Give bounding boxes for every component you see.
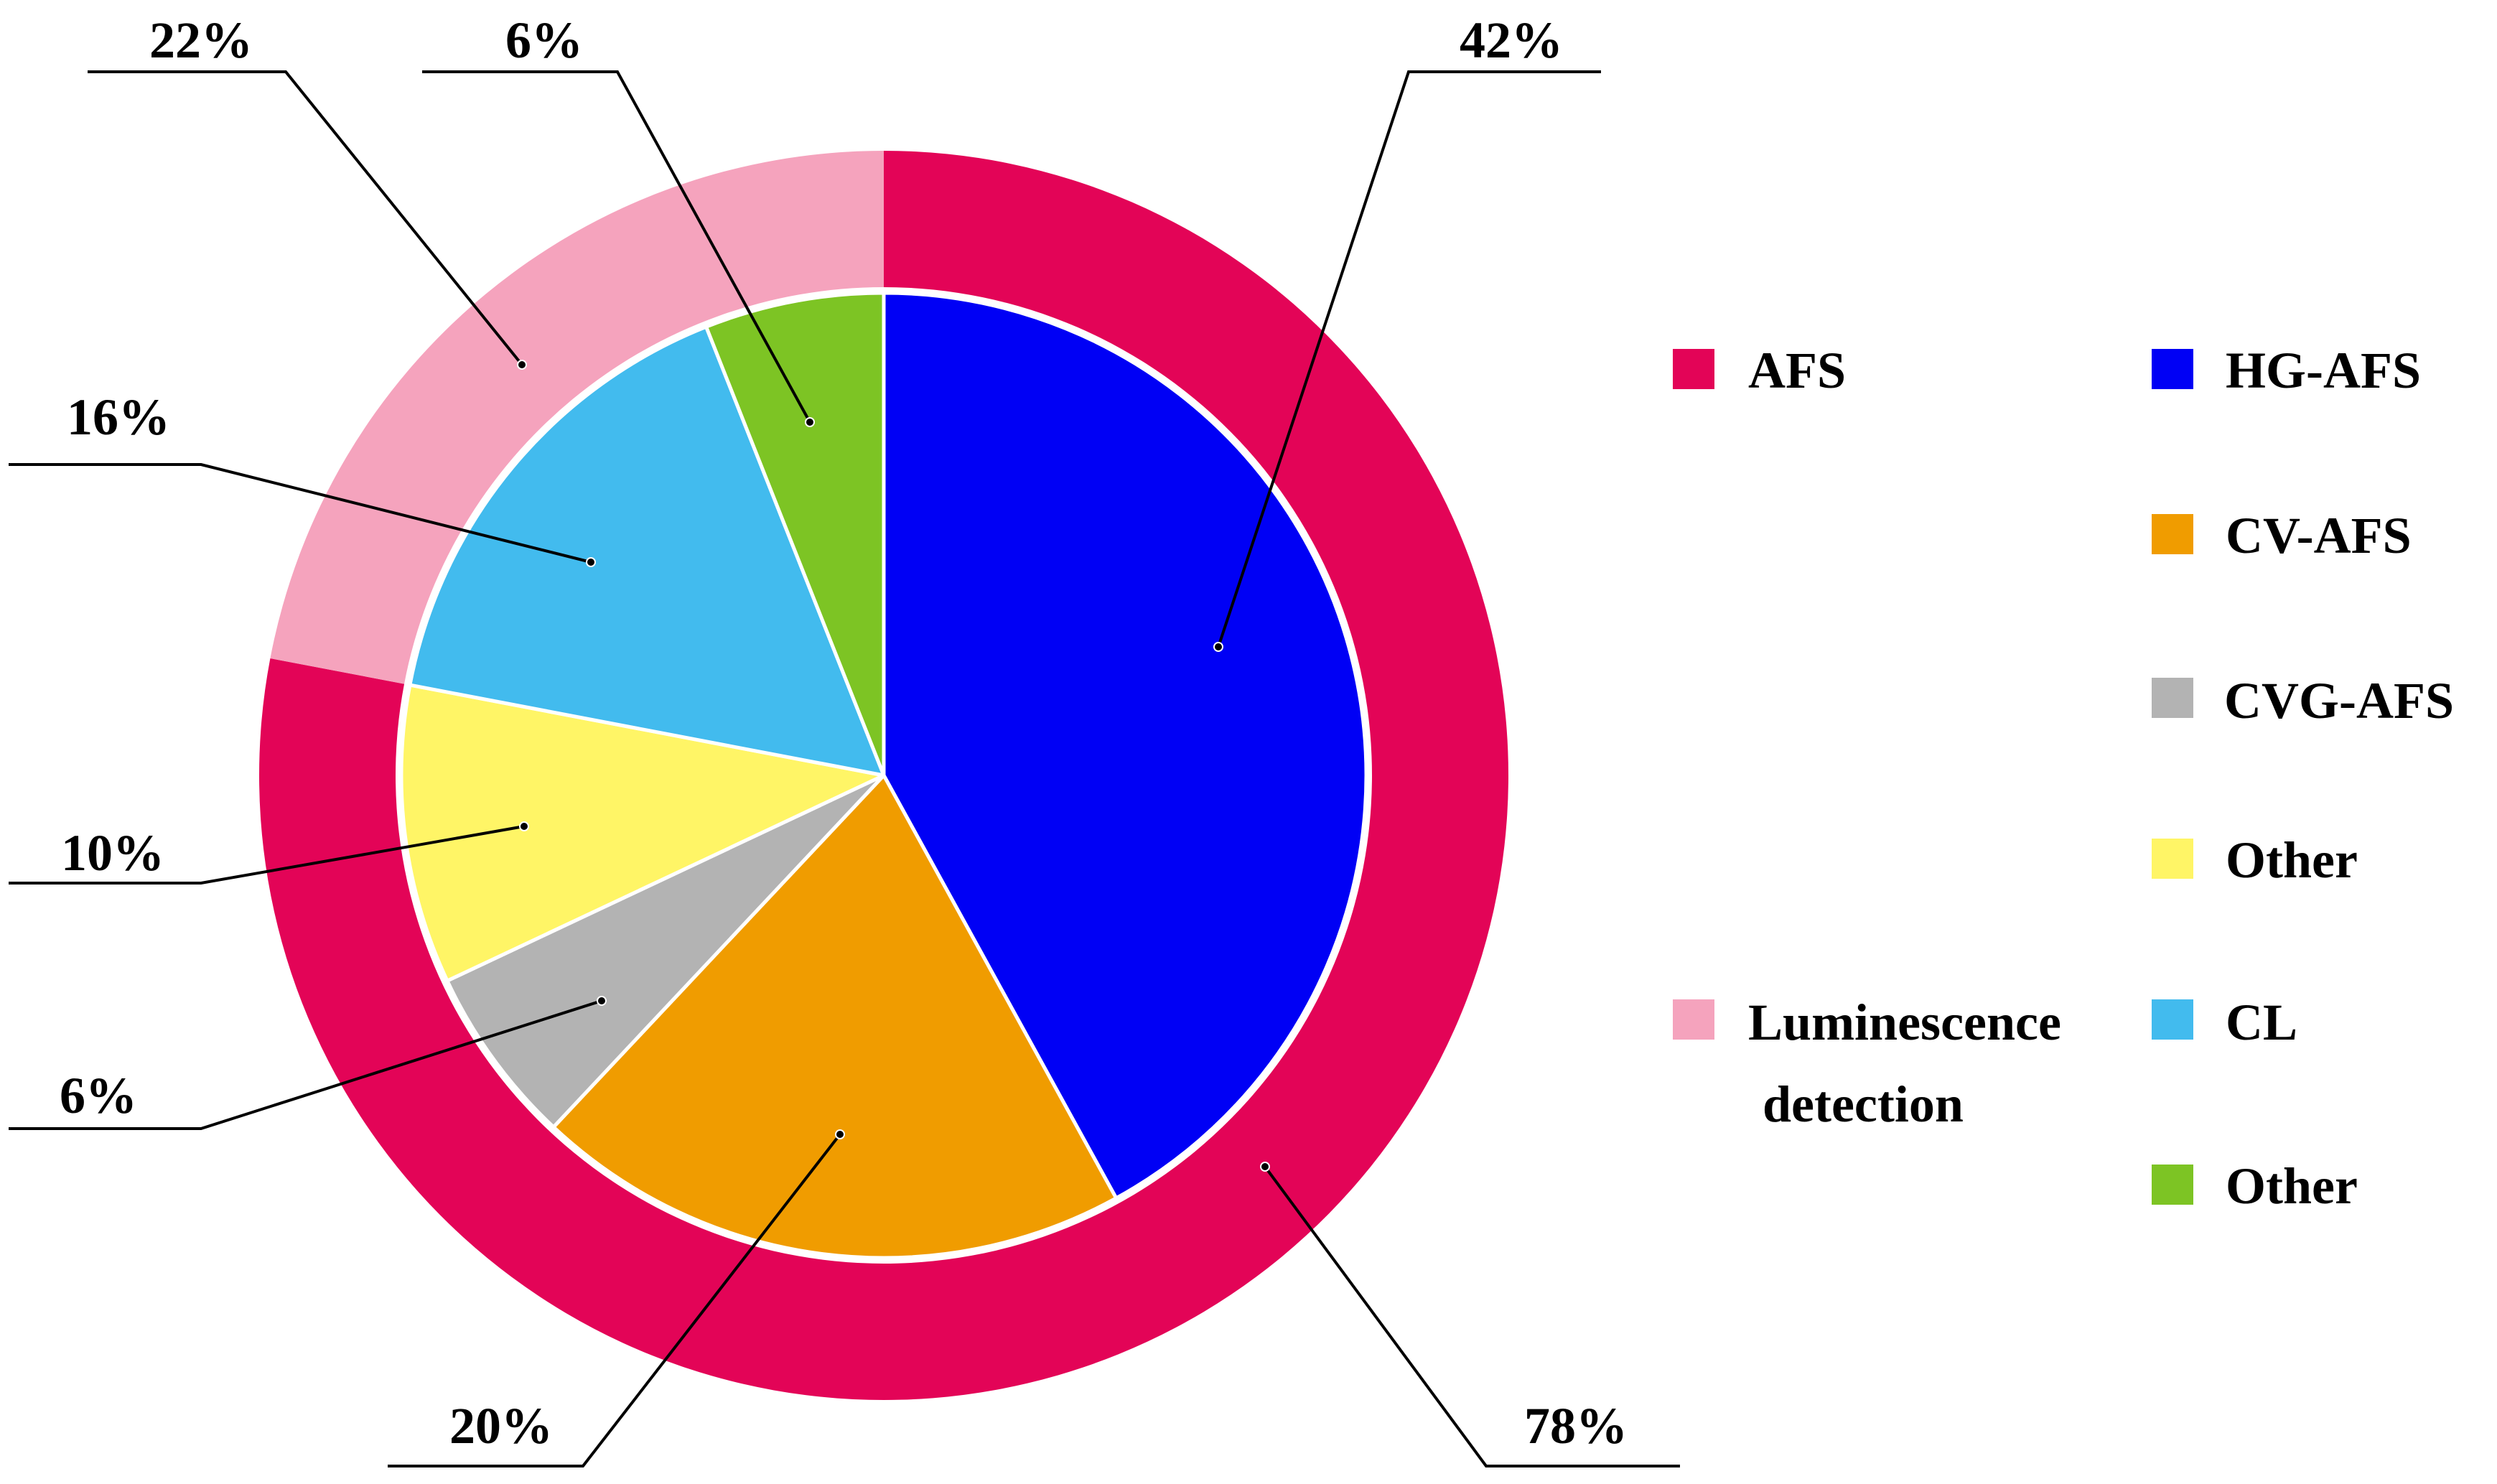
legend-swatch-luminescence bbox=[1673, 999, 1714, 1040]
value-label-inner-3-other: 10% bbox=[61, 824, 164, 882]
leader-line-outer-0-afs bbox=[1264, 1165, 1680, 1467]
leader-dot-outer-1-luminescence-detection bbox=[517, 360, 527, 370]
leader-dot-inner-4-cl bbox=[586, 557, 596, 567]
inner-slice-3-other bbox=[399, 683, 886, 983]
leader-dot-inner-0-hg-afs bbox=[1213, 642, 1223, 652]
inner-slice-4-cl bbox=[408, 325, 886, 778]
legend-label-luminescence-line2: detection bbox=[1763, 1075, 1964, 1133]
leader-dot-inner-1-cv-afs bbox=[835, 1129, 845, 1139]
leader-line-outer-1-luminescence-detection bbox=[88, 70, 523, 366]
value-label-outer-0-afs: 78% bbox=[1524, 1397, 1628, 1455]
value-label-inner-4-cl: 16% bbox=[67, 388, 170, 446]
legend-label-cvg-afs: CVG-AFS bbox=[2224, 672, 2454, 729]
legend-label-luminescence-line1: Luminescence bbox=[1748, 994, 2061, 1051]
leader-line-inner-1-cv-afs bbox=[388, 1133, 841, 1467]
leader-line-inner-4-cl bbox=[9, 463, 592, 564]
value-label-outer-1-luminescence-detection: 22% bbox=[149, 11, 253, 69]
legend-swatch-other-yellow bbox=[2152, 839, 2193, 879]
outer-slice-luminescence-detection bbox=[270, 151, 884, 684]
inner-slice-5-other bbox=[704, 291, 886, 778]
leader-line-inner-2-cvg-afs bbox=[9, 999, 602, 1130]
inner-slice-2-cvg-afs bbox=[445, 773, 886, 1129]
leader-dot-inner-3-other bbox=[519, 821, 529, 831]
inner-pie bbox=[397, 289, 1371, 1262]
value-label-inner-1-cv-afs: 20% bbox=[449, 1397, 553, 1455]
legend-label-other-green: Other bbox=[2226, 1157, 2358, 1215]
value-labels: 42% 20% 6% 10% 16% 6% 78% 22% bbox=[60, 11, 1628, 1455]
inner-slice-1-cv-afs bbox=[551, 773, 1119, 1260]
leader-dot-outer-0-afs bbox=[1260, 1162, 1270, 1172]
value-label-inner-2-cvg-afs: 6% bbox=[60, 1067, 137, 1124]
legend-label-other-yellow: Other bbox=[2226, 831, 2358, 889]
legend-swatch-cl bbox=[2152, 999, 2193, 1040]
leader-dot-inner-5-other bbox=[805, 417, 815, 427]
legend-label-hg-afs: HG-AFS bbox=[2226, 342, 2421, 399]
outer-ring bbox=[258, 151, 1508, 1400]
value-label-inner-0-hg-afs: 42% bbox=[1460, 11, 1563, 69]
legend-label-cl: CL bbox=[2226, 994, 2297, 1051]
leader-line-inner-5-other bbox=[422, 70, 811, 423]
legend-swatch-afs bbox=[1673, 349, 1714, 389]
legend-label-cv-afs: CV-AFS bbox=[2226, 507, 2412, 564]
legend-label-afs: AFS bbox=[1748, 342, 1846, 399]
legend-swatch-other-green bbox=[2152, 1165, 2193, 1205]
legend-swatch-cvg-afs bbox=[2152, 678, 2193, 718]
value-label-inner-5-other: 6% bbox=[505, 11, 583, 69]
legend-swatch-hg-afs bbox=[2152, 349, 2193, 389]
leader-line-inner-0-hg-afs bbox=[1217, 70, 1601, 648]
legend: AFS Luminescence detection HG-AFS CV-AFS… bbox=[1673, 342, 2454, 1215]
leader-dot-inner-2-cvg-afs bbox=[597, 996, 607, 1006]
leader-lines bbox=[9, 70, 1680, 1467]
leader-line-inner-3-other bbox=[9, 825, 525, 885]
legend-swatch-cv-afs bbox=[2152, 514, 2193, 554]
inner-slice-0-hg-afs bbox=[882, 291, 1368, 1200]
